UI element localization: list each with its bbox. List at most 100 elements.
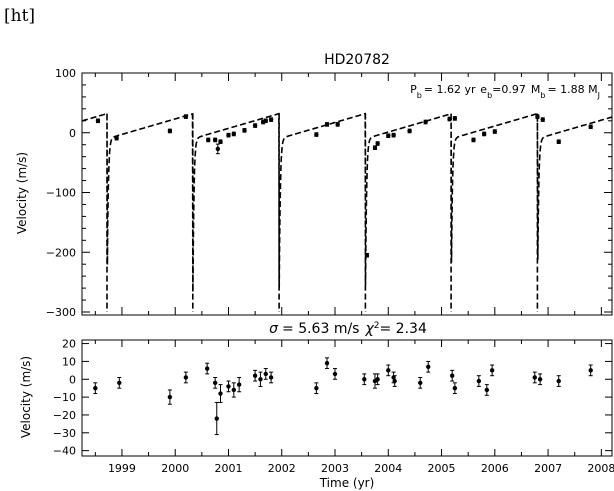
- bottom-data-point: [117, 376, 122, 389]
- top-data-point: [540, 117, 545, 122]
- bottom-data-point: [532, 371, 537, 384]
- bottom-x-tick-label: 1999: [108, 462, 136, 475]
- bottom-y-tick-labels: 20 10 0 −10 −20 −30 −40: [53, 338, 76, 458]
- top-annotation: Pb = 1.62 yr eb=0.97 Mb = 1.88 MJ: [410, 83, 600, 100]
- bottom-marker: [212, 380, 218, 386]
- bottom-marker: [362, 377, 367, 382]
- bottom-marker: [252, 373, 258, 378]
- top-y-tick-labels: 100 0 −100 −200 −300: [46, 67, 76, 319]
- bottom-x-tick-label: 2004: [374, 462, 402, 475]
- bottom-marker: [324, 361, 330, 366]
- top-marker: [535, 114, 540, 119]
- top-marker: [167, 128, 173, 134]
- top-plot-frame: [81, 72, 613, 316]
- bottom-data-point: [426, 360, 431, 373]
- top-marker: [206, 137, 211, 143]
- top-panel: HD20782 Pb = 1.62 yr eb=0.97 Mb = 1.88 MJ Ve…: [15, 52, 613, 319]
- top-data-point: [218, 139, 223, 145]
- bottom-data-point: [314, 382, 319, 395]
- top-marker: [263, 118, 268, 124]
- top-data-point: [324, 122, 330, 127]
- top-data-point: [407, 128, 412, 134]
- bottom-data-point: [450, 369, 455, 382]
- bottom-data-point: [263, 368, 268, 380]
- top-data-point: [268, 117, 274, 122]
- top-data-point: [212, 137, 218, 143]
- top-data-point: [95, 118, 101, 124]
- bottom-data-point: [204, 362, 210, 375]
- bottom-data-points: [93, 357, 593, 436]
- bottom-x-tick-label: 2007: [534, 462, 562, 475]
- top-data-point: [114, 135, 119, 141]
- top-marker: [242, 128, 247, 133]
- bottom-marker: [476, 378, 482, 384]
- bottom-marker: [450, 373, 455, 378]
- top-data-point: [391, 132, 396, 138]
- bottom-data-point: [375, 373, 380, 386]
- top-data-point: [447, 116, 452, 122]
- bottom-x-tick-labels: 1999 2000 2001 2002 2003 2004 2005 2006 2007 2008: [108, 462, 614, 475]
- bottom-data-point: [588, 364, 593, 377]
- top-data-point: [372, 145, 378, 150]
- bottom-marker: [392, 378, 397, 384]
- top-marker: [481, 131, 487, 137]
- top-marker: [215, 146, 221, 152]
- bottom-panel: Velocity (m/s) 20 10 0 −10 −20 −30 −40 1999 200…: [19, 338, 614, 490]
- bottom-x-tick-label: 2002: [268, 462, 296, 475]
- bottom-data-point: [418, 376, 423, 389]
- bottom-data-point: [231, 382, 237, 398]
- bottom-marker: [332, 371, 338, 377]
- bottom-data-point: [226, 380, 231, 393]
- top-data-point: [314, 132, 319, 137]
- bottom-marker: [236, 382, 242, 387]
- bottom-x-tick-label: 2008: [587, 462, 614, 475]
- top-marker: [226, 132, 231, 138]
- bottom-marker: [268, 375, 274, 380]
- bottom-marker: [117, 380, 122, 386]
- bottom-y-tick-label: 10: [62, 355, 76, 368]
- bottom-data-point: [372, 373, 378, 389]
- top-marker: [386, 133, 391, 138]
- bottom-data-point: [183, 371, 189, 384]
- bottom-x-axis-label: Time (yr): [319, 476, 375, 490]
- bottom-marker: [426, 364, 431, 369]
- bottom-data-point: [392, 375, 397, 387]
- bottom-data-point: [452, 382, 458, 395]
- top-data-point: [535, 114, 540, 119]
- top-orbit-model-curve: [81, 112, 613, 312]
- bottom-data-point: [268, 371, 274, 384]
- bottom-marker: [537, 377, 543, 382]
- bottom-data-point: [236, 376, 242, 393]
- top-data-point: [588, 124, 593, 130]
- bottom-data-point: [93, 382, 98, 395]
- top-data-point: [242, 128, 247, 133]
- bottom-marker: [183, 375, 189, 380]
- bottom-y-axis-label: Velocity (m/s): [19, 356, 33, 438]
- top-marker: [231, 131, 237, 137]
- bottom-marker: [375, 377, 380, 382]
- bottom-marker: [218, 391, 223, 396]
- top-data-point: [183, 114, 189, 119]
- bottom-y-tick-label: 0: [69, 373, 76, 386]
- top-marker: [314, 132, 319, 137]
- bottom-data-point: [258, 371, 263, 387]
- top-y-tick-label: −100: [46, 187, 76, 200]
- bottom-marker: [231, 387, 237, 393]
- bottom-data-point: [214, 401, 219, 436]
- top-marker: [335, 122, 340, 127]
- top-marker: [95, 118, 101, 124]
- top-data-point: [226, 132, 231, 138]
- bottom-marker: [263, 371, 268, 377]
- bottom-marker: [386, 368, 391, 373]
- top-data-point: [386, 133, 391, 139]
- bottom-y-tick-label: 20: [62, 338, 76, 351]
- top-marker: [252, 123, 258, 128]
- bottom-x-tick-label: 2006: [481, 462, 509, 475]
- top-data-point: [263, 118, 268, 124]
- top-y-axis-label: Velocity (m/s): [15, 152, 29, 234]
- bottom-marker: [214, 416, 219, 421]
- top-y-tick-label: 0: [69, 127, 76, 140]
- top-marker: [183, 114, 189, 119]
- top-marker: [375, 141, 380, 146]
